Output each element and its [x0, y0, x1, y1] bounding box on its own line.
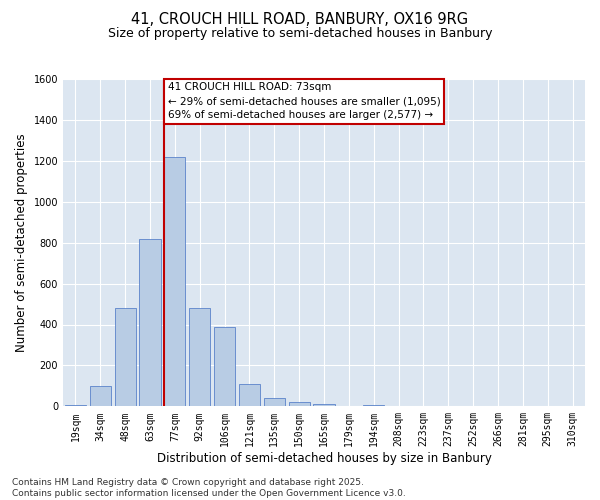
Bar	[90, 386, 111, 406]
Bar	[139, 238, 161, 406]
Bar	[313, 404, 335, 406]
Bar	[239, 384, 260, 406]
Bar	[214, 326, 235, 406]
Text: Contains HM Land Registry data © Crown copyright and database right 2025.
Contai: Contains HM Land Registry data © Crown c…	[12, 478, 406, 498]
Text: 41 CROUCH HILL ROAD: 73sqm
← 29% of semi-detached houses are smaller (1,095)
69%: 41 CROUCH HILL ROAD: 73sqm ← 29% of semi…	[168, 82, 441, 120]
X-axis label: Distribution of semi-detached houses by size in Banbury: Distribution of semi-detached houses by …	[157, 452, 491, 465]
Bar	[289, 402, 310, 406]
Bar	[115, 308, 136, 406]
Bar	[264, 398, 285, 406]
Y-axis label: Number of semi-detached properties: Number of semi-detached properties	[15, 134, 28, 352]
Bar	[164, 156, 185, 406]
Bar	[189, 308, 211, 406]
Text: 41, CROUCH HILL ROAD, BANBURY, OX16 9RG: 41, CROUCH HILL ROAD, BANBURY, OX16 9RG	[131, 12, 469, 28]
Text: Size of property relative to semi-detached houses in Banbury: Size of property relative to semi-detach…	[108, 28, 492, 40]
